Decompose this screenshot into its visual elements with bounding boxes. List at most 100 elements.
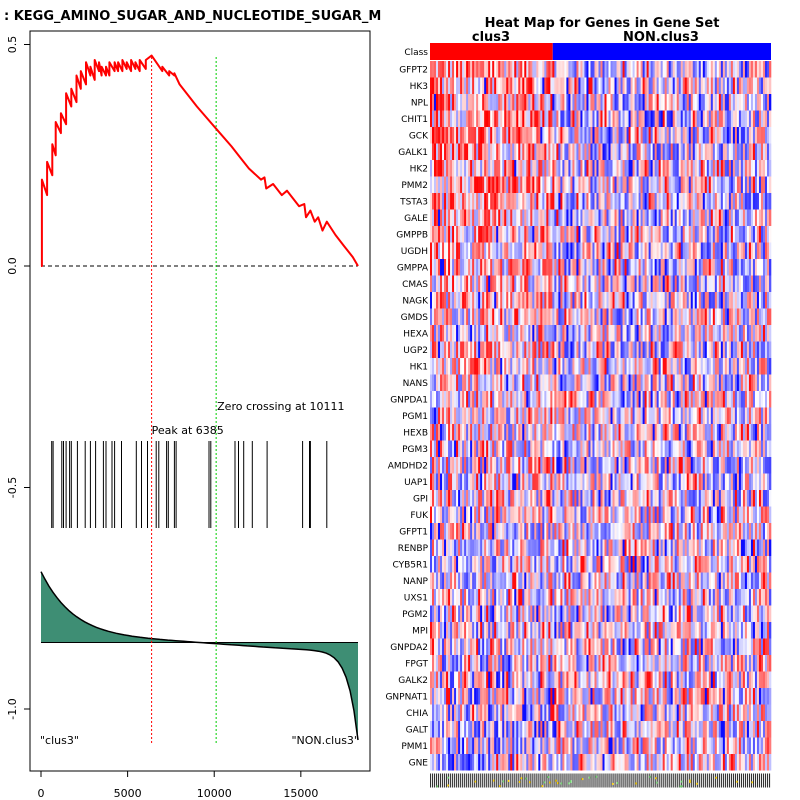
heat-map-cell bbox=[562, 226, 565, 243]
heat-map-cell bbox=[570, 358, 573, 375]
heat-map-cell bbox=[646, 61, 649, 78]
heat-map-cell bbox=[508, 374, 511, 391]
heat-map-cell bbox=[506, 259, 509, 276]
heat-map-cell bbox=[692, 94, 696, 111]
heat-map-cell bbox=[486, 457, 489, 474]
heat-map-cell bbox=[618, 259, 621, 276]
heat-map-cell bbox=[706, 259, 710, 276]
heat-map-cell bbox=[696, 440, 700, 457]
heat-map-cell bbox=[566, 61, 569, 78]
heat-map-cell bbox=[474, 473, 477, 490]
heat-map-cell bbox=[550, 176, 553, 193]
heat-map-cell bbox=[574, 341, 577, 358]
heat-map-cell bbox=[470, 490, 473, 507]
heat-map-cell bbox=[656, 259, 659, 276]
heat-map-cell bbox=[726, 77, 730, 94]
heat-map-cell bbox=[494, 143, 497, 160]
heat-map-cell bbox=[468, 242, 471, 259]
heat-map-cell bbox=[488, 160, 491, 177]
heat-map-cell bbox=[728, 259, 732, 276]
heat-map-cell bbox=[598, 61, 601, 78]
heat-map-cell bbox=[628, 77, 631, 94]
heat-map-cell bbox=[554, 424, 557, 441]
heat-map-cell bbox=[740, 94, 744, 111]
heat-map-cell bbox=[562, 94, 565, 111]
heat-map-cell bbox=[760, 61, 764, 78]
heat-map-cell bbox=[710, 143, 714, 160]
heat-map-cell bbox=[702, 110, 706, 127]
heat-map-cell bbox=[708, 292, 712, 309]
heat-map-cell bbox=[442, 110, 445, 127]
heat-map-cell bbox=[744, 61, 748, 78]
heat-map-cell bbox=[614, 292, 617, 309]
heat-map-cell bbox=[764, 473, 768, 490]
heat-map-cell bbox=[564, 440, 567, 457]
heat-map-cell bbox=[538, 259, 541, 276]
heat-map-cell bbox=[590, 209, 593, 226]
heat-map-cell bbox=[568, 127, 571, 144]
heat-map-cell bbox=[460, 61, 463, 78]
heat-map-cell bbox=[744, 308, 748, 325]
heat-map-cell bbox=[742, 308, 746, 325]
heat-map-cell bbox=[500, 127, 503, 144]
heat-map-cell bbox=[616, 226, 619, 243]
heat-map-cell bbox=[540, 523, 543, 540]
heat-map-cell bbox=[566, 226, 569, 243]
heat-map-cell bbox=[430, 61, 433, 78]
heat-map-cell bbox=[684, 308, 688, 325]
heat-map-cell bbox=[580, 242, 583, 259]
heat-map-cell bbox=[678, 325, 682, 342]
heat-map-cell bbox=[448, 424, 451, 441]
heat-map-cell bbox=[614, 160, 617, 177]
heat-map-cell bbox=[468, 407, 471, 424]
heat-map-cell bbox=[716, 523, 720, 540]
heat-map-cell bbox=[578, 242, 581, 259]
heat-map-cell bbox=[436, 193, 439, 210]
heat-map-cell bbox=[730, 110, 734, 127]
heat-map-cell bbox=[614, 490, 617, 507]
heat-map-cell bbox=[556, 94, 559, 111]
heat-map-cell bbox=[746, 308, 750, 325]
heat-map-cell bbox=[516, 523, 519, 540]
heat-map-cell bbox=[646, 275, 649, 292]
heat-map-cell bbox=[496, 110, 499, 127]
heat-map-cell bbox=[658, 440, 661, 457]
heat-map-cell bbox=[442, 473, 445, 490]
heat-map-cell bbox=[672, 292, 676, 309]
heat-map-cell bbox=[728, 325, 732, 342]
heat-map-cell bbox=[602, 61, 605, 78]
heat-map-cell bbox=[556, 77, 559, 94]
heat-map-cell bbox=[736, 226, 740, 243]
heat-map-cell bbox=[670, 523, 674, 540]
heat-map-cell bbox=[716, 374, 720, 391]
heat-map-cell bbox=[672, 143, 676, 160]
heat-map-cell bbox=[474, 110, 477, 127]
heat-map-cell bbox=[436, 160, 439, 177]
heat-map-cell bbox=[466, 374, 469, 391]
heat-map-cell bbox=[450, 226, 453, 243]
heat-map-cell bbox=[548, 143, 551, 160]
heat-map-cell bbox=[458, 259, 461, 276]
heat-map-cell bbox=[546, 160, 549, 177]
heat-map-cell bbox=[470, 457, 473, 474]
heat-map-cell bbox=[666, 242, 669, 259]
heat-map-cell bbox=[444, 292, 447, 309]
heat-map-cell bbox=[706, 341, 710, 358]
heat-map-cell bbox=[500, 341, 503, 358]
heat-map-cell bbox=[520, 61, 523, 78]
heat-map-cell bbox=[710, 358, 714, 375]
heat-map-cell bbox=[704, 341, 708, 358]
heat-map-cell bbox=[730, 127, 734, 144]
heat-map-cell bbox=[764, 242, 768, 259]
heat-map-cell bbox=[556, 160, 559, 177]
heat-map-cell bbox=[440, 440, 443, 457]
heat-map-cell bbox=[744, 490, 748, 507]
heat-map-cell bbox=[664, 407, 667, 424]
heat-map-cell bbox=[664, 490, 667, 507]
heat-map-cell bbox=[564, 325, 567, 342]
heat-map-cell bbox=[494, 325, 497, 342]
heat-map-cell bbox=[536, 94, 539, 111]
heat-map-cell bbox=[482, 77, 485, 94]
heat-map-cell bbox=[488, 77, 491, 94]
heat-map-cell bbox=[480, 176, 483, 193]
